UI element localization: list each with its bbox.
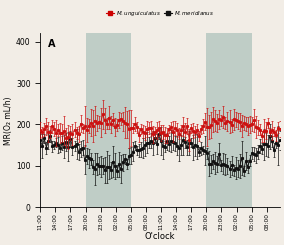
- Legend: $\it{M.unguiculatus}$, $\it{M.meridianus}$: $\it{M.unguiculatus}$, $\it{M.meridianus…: [104, 7, 216, 20]
- X-axis label: O'clock: O'clock: [145, 232, 175, 241]
- Bar: [206, 34, 252, 207]
- Text: A: A: [47, 39, 55, 49]
- Y-axis label: MR(O₂ mL/h): MR(O₂ mL/h): [4, 96, 13, 145]
- Bar: [85, 34, 131, 207]
